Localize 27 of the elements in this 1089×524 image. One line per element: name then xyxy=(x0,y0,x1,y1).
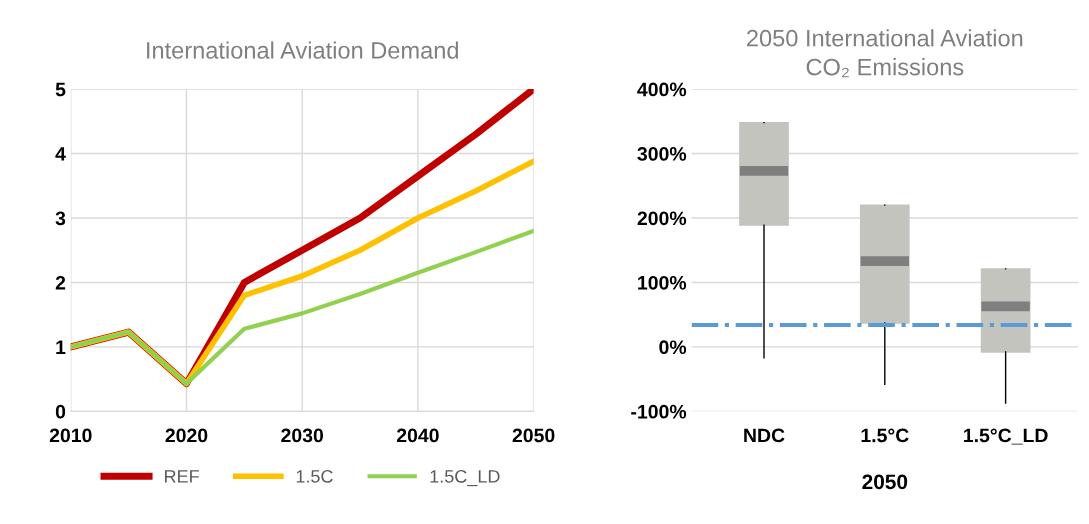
x-tick-label: 2020 xyxy=(165,428,208,443)
y-tick-label: 0 xyxy=(55,404,66,419)
x-tick-label: 2050 xyxy=(512,428,555,443)
y-tick-label: 100% xyxy=(638,275,687,290)
x-tick-label: NDC xyxy=(744,428,785,443)
y-tick-label: 400% xyxy=(637,82,687,97)
x-tick-label: 2030 xyxy=(281,428,324,443)
y-tick-label: 2 xyxy=(55,275,66,290)
x-tick-label: 1.5°C_LD xyxy=(964,428,1048,445)
x-tick-label: 2040 xyxy=(396,428,439,443)
x-tick-label: 1.5°C xyxy=(861,428,909,443)
chart-title: International Aviation Demand xyxy=(147,41,458,59)
y-tick-label: -100% xyxy=(631,404,687,419)
y-tick-label: 4 xyxy=(55,147,66,161)
y-tick-label: 1 xyxy=(56,340,66,354)
legend-label: 1.5C_LD xyxy=(430,469,500,487)
y-tick-label: 5 xyxy=(55,82,66,97)
x-axis-title: 2050 xyxy=(862,474,908,490)
chart-title: 2050 International Aviation CO₂ Emissions xyxy=(747,29,1023,78)
y-tick-label: 0% xyxy=(659,340,687,355)
line-series xyxy=(70,228,534,386)
y-tick-label: 3 xyxy=(55,211,66,226)
y-tick-label: 300% xyxy=(637,147,687,161)
x-tick-label: 2010 xyxy=(49,428,92,443)
y-tick-label: 200% xyxy=(637,211,687,226)
legend-label: REF xyxy=(165,470,199,483)
legend-label: 1.5C xyxy=(296,469,333,483)
